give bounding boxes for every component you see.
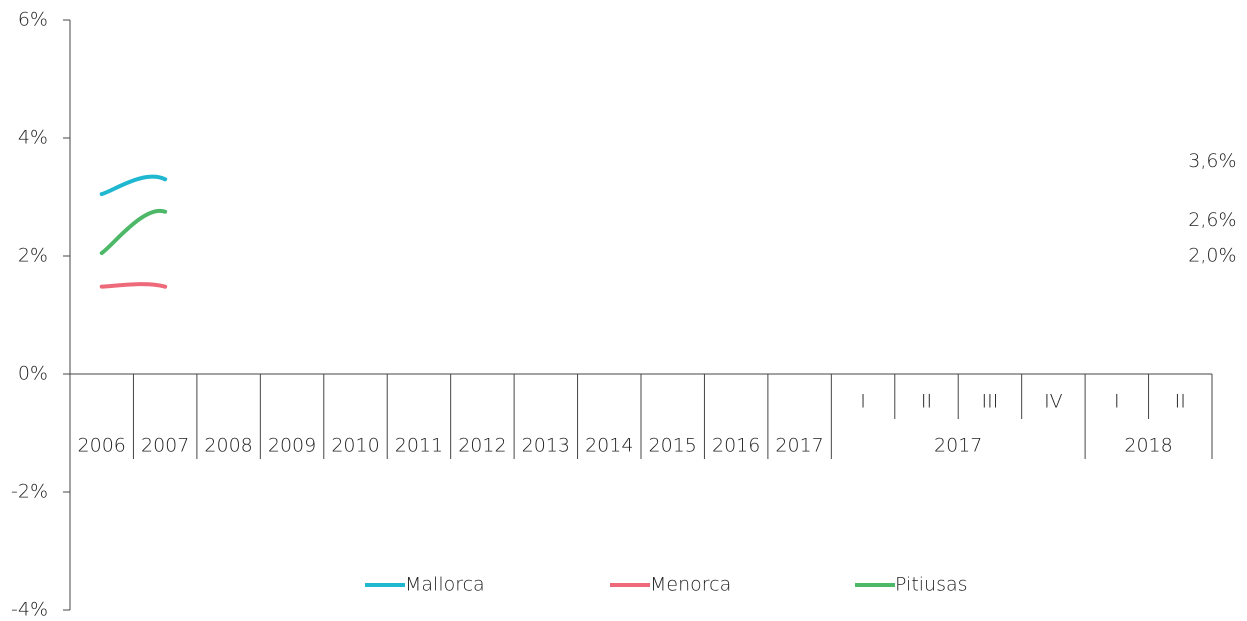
x-tick-label: II [1175, 391, 1186, 413]
y-tick-label: 2% [18, 245, 48, 267]
x-tick-label: 2016 [712, 435, 760, 457]
x-tick-label: 2008 [204, 435, 252, 457]
x-tick-label: I [1114, 391, 1120, 413]
x-tick-label: II [921, 391, 932, 413]
x-tick-label: 2015 [649, 435, 697, 457]
series-line [99, 208, 168, 256]
data-label: 3,6% [1188, 150, 1236, 172]
data-label: 2,0% [1188, 245, 1236, 267]
legend-label: Pitiusas [895, 574, 968, 596]
y-tick-label: 0% [18, 363, 48, 385]
group-label: 2017 [934, 435, 982, 457]
x-tick-label: 2017 [775, 435, 823, 457]
legend-label: Menorca [650, 574, 731, 596]
y-tick-label: -4% [11, 599, 48, 621]
x-tick-label: 2006 [78, 435, 126, 457]
y-tick-label: -2% [11, 481, 48, 503]
x-tick-label: 2012 [458, 435, 506, 457]
series-line [99, 174, 168, 197]
x-tick-label: I [860, 391, 866, 413]
x-tick-label: III [982, 391, 999, 413]
x-tick-label: 2010 [331, 435, 379, 457]
data-label: 2,6% [1188, 209, 1236, 231]
x-tick-label: 2009 [268, 435, 316, 457]
y-tick-label: 6% [18, 9, 48, 31]
x-tick-label: 2011 [395, 435, 443, 457]
x-tick-label: 2007 [141, 435, 189, 457]
series-line [99, 282, 168, 289]
y-tick-label: 4% [18, 127, 48, 149]
legend-label: Mallorca [405, 574, 485, 596]
group-label: 2018 [1124, 435, 1172, 457]
x-tick-label: IV [1044, 391, 1063, 413]
x-tick-label: 2014 [585, 435, 633, 457]
x-tick-label: 2013 [522, 435, 570, 457]
